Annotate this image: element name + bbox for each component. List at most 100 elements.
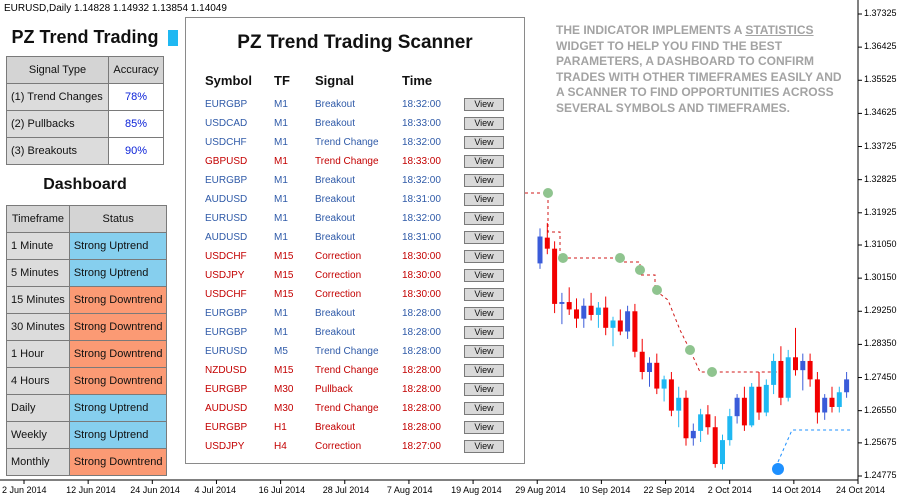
- timeframe-cell: H1: [274, 422, 287, 433]
- scanner-row: EURGBP H1 Breakout 18:28:00 View: [186, 418, 524, 437]
- view-button[interactable]: View: [464, 440, 504, 453]
- symbol-cell: GBPUSD: [205, 156, 248, 167]
- dashboard-row: Daily Strong Uptrend: [6, 394, 168, 422]
- signal-cell: Breakout: [315, 422, 356, 433]
- price-tick-label: 1.34625: [864, 107, 897, 118]
- time-tick-label: 24 Oct 2014: [836, 485, 886, 495]
- candle-body: [574, 309, 579, 319]
- description-text: THE INDICATOR IMPLEMENTS A: [556, 23, 746, 37]
- price-tick-label: 1.30150: [864, 272, 897, 283]
- dashboard-row: 4 Hours Strong Downtrend: [6, 367, 168, 395]
- price-tick-label: 1.37325: [864, 8, 897, 18]
- price-tick-label: 1.31925: [864, 206, 897, 217]
- symbol-cell: EURGBP: [205, 308, 248, 319]
- view-button[interactable]: View: [464, 307, 504, 320]
- dashboard-row: Monthly Strong Downtrend: [6, 448, 168, 476]
- candle-body: [705, 414, 711, 428]
- price-tick-label: 1.35525: [864, 74, 897, 85]
- timeframe-label: Monthly: [6, 448, 70, 476]
- timeframe-label: Daily: [6, 394, 70, 422]
- scanner-row: EURGBP M1 Breakout 18:28:00 View: [186, 323, 524, 342]
- candle-body: [749, 386, 755, 426]
- timeframe-cell: M1: [274, 137, 288, 148]
- time-tick-label: 4 Jul 2014: [194, 485, 236, 495]
- view-button[interactable]: View: [464, 345, 504, 358]
- timeframe-label: 4 Hours: [6, 367, 70, 395]
- timeframe-cell: M30: [274, 403, 294, 414]
- candle-body: [610, 320, 616, 328]
- indicator-description: THE INDICATOR IMPLEMENTS A STATISTICS WI…: [556, 23, 846, 116]
- signal-cell: Correction: [315, 251, 362, 262]
- view-button[interactable]: View: [464, 136, 504, 149]
- signal-type: (1) Trend Changes: [5, 83, 110, 111]
- scanner-panel: PZ Trend Trading Scanner Symbol TF Signa…: [185, 17, 525, 464]
- signal-cell: Breakout: [315, 327, 356, 338]
- view-button[interactable]: View: [464, 250, 504, 263]
- candle-body: [756, 386, 762, 413]
- time-cell: 18:28:00: [402, 308, 441, 319]
- symbol-cell: EURGBP: [205, 175, 248, 186]
- statistics-table: Signal Type Accuracy (1) Trend Changes 7…: [5, 56, 164, 165]
- candle-body: [844, 379, 850, 393]
- column-header: Status: [68, 205, 168, 233]
- candle-body: [698, 414, 704, 431]
- candle-body: [836, 392, 842, 407]
- time-cell: 18:31:00: [402, 194, 441, 205]
- candle-body: [552, 248, 558, 304]
- view-button[interactable]: View: [464, 174, 504, 187]
- symbol-header: EURUSD,Daily 1.14828 1.14932 1.13854 1.1…: [4, 3, 227, 14]
- signal-type: (2) Pullbacks: [5, 110, 110, 138]
- candle-body: [771, 360, 777, 385]
- view-button[interactable]: View: [464, 269, 504, 282]
- view-button[interactable]: View: [464, 402, 504, 415]
- view-button[interactable]: View: [464, 98, 504, 111]
- description-highlight: STATISTICS: [745, 23, 814, 37]
- scanner-row: NZDUSD M15 Trend Change 18:28:00 View: [186, 361, 524, 380]
- symbol-cell: USDJPY: [205, 270, 245, 281]
- candle-body: [668, 379, 674, 411]
- candle-body: [676, 397, 682, 411]
- candle-body: [581, 305, 587, 319]
- candle-body: [603, 307, 609, 328]
- view-button[interactable]: View: [464, 421, 504, 434]
- candle-body: [763, 384, 769, 413]
- scanner-row: USDCHF M1 Trend Change 18:32:00 View: [186, 133, 524, 152]
- time-cell: 18:30:00: [402, 251, 441, 262]
- signal-cell: Correction: [315, 289, 362, 300]
- candle-body: [785, 357, 791, 398]
- candle-body: [741, 397, 747, 426]
- view-button[interactable]: View: [464, 383, 504, 396]
- view-button[interactable]: View: [464, 193, 504, 206]
- dashboard-row: 1 Minute Strong Uptrend: [6, 232, 168, 260]
- candle-body: [595, 307, 601, 315]
- scanner-row: EURUSD M5 Trend Change 18:28:00 View: [186, 342, 524, 361]
- dashboard-title: Dashboard: [6, 165, 164, 205]
- price-tick-label: 1.24775: [864, 470, 897, 480]
- support-line: [777, 429, 852, 463]
- signal-cell: Trend Change: [315, 365, 379, 376]
- symbol-cell: EURGBP: [205, 422, 248, 433]
- view-button[interactable]: View: [464, 231, 504, 244]
- accuracy-value: 90%: [108, 137, 164, 165]
- view-button[interactable]: View: [464, 155, 504, 168]
- view-button[interactable]: View: [464, 212, 504, 225]
- view-button[interactable]: View: [464, 288, 504, 301]
- price-tick-label: 1.28350: [864, 338, 897, 349]
- view-button[interactable]: View: [464, 117, 504, 130]
- time-tick-label: 24 Jun 2014: [130, 485, 180, 495]
- time-cell: 18:31:00: [402, 232, 441, 243]
- view-button[interactable]: View: [464, 364, 504, 377]
- time-tick-label: 12 Jun 2014: [66, 485, 116, 495]
- timeframe-cell: M15: [274, 365, 294, 376]
- symbol-cell: EURGBP: [205, 384, 248, 395]
- view-button[interactable]: View: [464, 326, 504, 339]
- price-tick-label: 1.31050: [864, 239, 897, 249]
- info-icon: [772, 463, 784, 475]
- timeframe-cell: M1: [274, 118, 288, 129]
- trend-status: Strong Downtrend: [68, 367, 168, 395]
- time-cell: 18:32:00: [402, 99, 441, 110]
- time-tick-label: 22 Sep 2014: [643, 485, 695, 495]
- timeframe-cell: M15: [274, 251, 294, 262]
- signal-cell: Breakout: [315, 99, 356, 110]
- time-cell: 18:27:00: [402, 441, 441, 452]
